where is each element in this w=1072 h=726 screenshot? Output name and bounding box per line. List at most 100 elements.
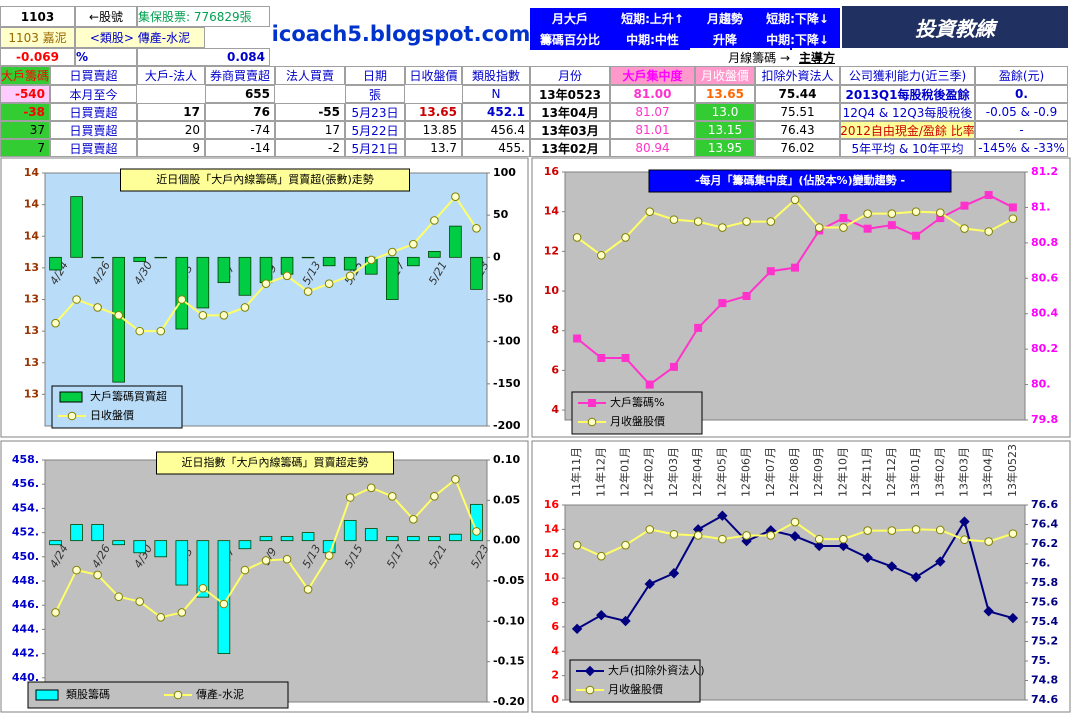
line-marker — [345, 493, 355, 502]
y2-tick-label: 76. — [1031, 557, 1051, 570]
table-cell: -0.069 — [0, 48, 75, 66]
line-marker — [669, 529, 679, 539]
line-marker — [240, 303, 250, 312]
line-marker — [935, 208, 945, 217]
table-cell: 75.44 — [755, 85, 840, 103]
line-marker — [571, 623, 583, 635]
x-tick-label: 13年02月 — [932, 447, 946, 497]
table-cell: 13年03月 — [530, 121, 610, 139]
x-tick-label: 12年11月 — [860, 447, 874, 497]
line-marker — [790, 195, 800, 205]
x-tick-label: 11年11月 — [569, 447, 583, 497]
table-cell: 中期:中性 — [610, 29, 695, 50]
y-tick-label: 14 — [24, 166, 40, 179]
line-marker — [669, 362, 678, 371]
title-box — [648, 169, 952, 193]
bar — [343, 520, 357, 542]
table-cell: 17 — [275, 121, 345, 139]
x-tick-label: 11年12月 — [593, 447, 607, 497]
table-cell: 券商買賣超 — [205, 66, 275, 85]
y-tick-label: 12 — [544, 244, 559, 257]
legend-label: 日收盤價 — [90, 408, 134, 422]
line-marker — [887, 209, 897, 218]
line-marker — [261, 556, 271, 565]
table-cell: 456.4 — [462, 121, 530, 139]
table-cell: 13年04月 — [530, 103, 610, 121]
y-tick-label: 10 — [544, 284, 560, 297]
y2-tick-label: 80.6 — [1031, 271, 1058, 284]
table-cell: 76.43 — [755, 121, 840, 139]
x-tick-label: 12年03月 — [666, 447, 680, 497]
table-cell: 13.7 — [405, 139, 462, 157]
y-tick-label: 452. — [12, 526, 39, 539]
table-cell: 13年02月 — [530, 139, 610, 157]
bar — [154, 256, 168, 259]
line-marker — [597, 551, 606, 561]
y-tick-label: 16 — [544, 498, 560, 511]
chart-title: 近日個股「大戶內線籌碼」買賣超(張數)走勢 — [156, 172, 374, 186]
bar — [449, 533, 462, 542]
table-cell: 本月至今 — [50, 85, 137, 103]
table-cell: 9 — [137, 139, 205, 157]
legend-marker — [585, 685, 595, 695]
y-tick-label: 2 — [551, 669, 559, 682]
line-marker — [261, 279, 271, 288]
line-marker — [177, 295, 187, 304]
table-cell: 中期:下降↓ — [755, 29, 840, 50]
table-cell: -14 — [205, 139, 275, 157]
y-tick-label: 13 — [24, 293, 39, 306]
bar — [238, 540, 252, 550]
line-marker — [839, 214, 848, 223]
bar — [70, 524, 83, 542]
bar — [428, 251, 441, 258]
line-marker — [430, 216, 439, 225]
line-marker — [935, 556, 946, 567]
bar — [49, 540, 62, 546]
y-tick-label: 16 — [544, 165, 560, 178]
line-marker — [409, 239, 418, 249]
legend-swatch — [35, 689, 59, 701]
x-tick-label: 13年04月 — [981, 447, 995, 497]
line-marker — [303, 585, 313, 594]
line-marker — [742, 292, 751, 300]
y2-tick-label: 100 — [493, 166, 516, 179]
bar — [133, 540, 147, 554]
line-marker — [135, 326, 145, 336]
table-cell: 月份 — [530, 66, 610, 85]
table-cell: 1103 — [0, 6, 75, 27]
table-cell: 5月23日 — [345, 103, 405, 121]
y-tick-label: 4 — [551, 644, 559, 657]
line-marker — [960, 201, 969, 210]
y2-tick-label: 80.4 — [1031, 307, 1058, 320]
line-marker — [324, 551, 334, 560]
table-cell: 5月21日 — [345, 139, 405, 157]
table-cell: N — [462, 85, 530, 103]
bar — [280, 536, 294, 542]
y2-tick-label: -50 — [493, 293, 513, 306]
bar — [112, 256, 125, 383]
legend-box — [27, 681, 289, 709]
x-tick-label: 12年12月 — [884, 447, 898, 497]
line-marker — [766, 217, 776, 226]
x-tick-label: 12年05月 — [714, 447, 728, 497]
line-marker — [717, 510, 728, 521]
x-tick-label: 12年10月 — [835, 447, 849, 497]
table-cell: 類股指數 — [462, 66, 530, 85]
legend-label: 大戶籌碼買賣超 — [90, 389, 167, 403]
table-cell: -55 — [275, 103, 345, 121]
line-marker — [620, 615, 631, 627]
line-marker — [911, 525, 921, 534]
y-tick-label: 14 — [544, 522, 560, 535]
line-marker — [839, 534, 848, 544]
y2-tick-label: 0.05 — [493, 493, 520, 506]
y2-tick-label: 75.8 — [1031, 576, 1058, 589]
x-tick-label: 13年0523 — [1005, 444, 1019, 497]
line-marker — [621, 540, 630, 550]
y2-tick-label: 80. — [1031, 378, 1051, 391]
table-cell: <類股> 傳產-水泥 — [75, 27, 205, 48]
legend-marker — [584, 665, 596, 677]
table-cell: 12Q4 & 12Q3每股稅後 — [840, 103, 975, 121]
line-marker — [72, 295, 81, 304]
y2-tick-label: 0.00 — [493, 534, 520, 547]
y2-tick-label: -0.05 — [493, 574, 525, 587]
